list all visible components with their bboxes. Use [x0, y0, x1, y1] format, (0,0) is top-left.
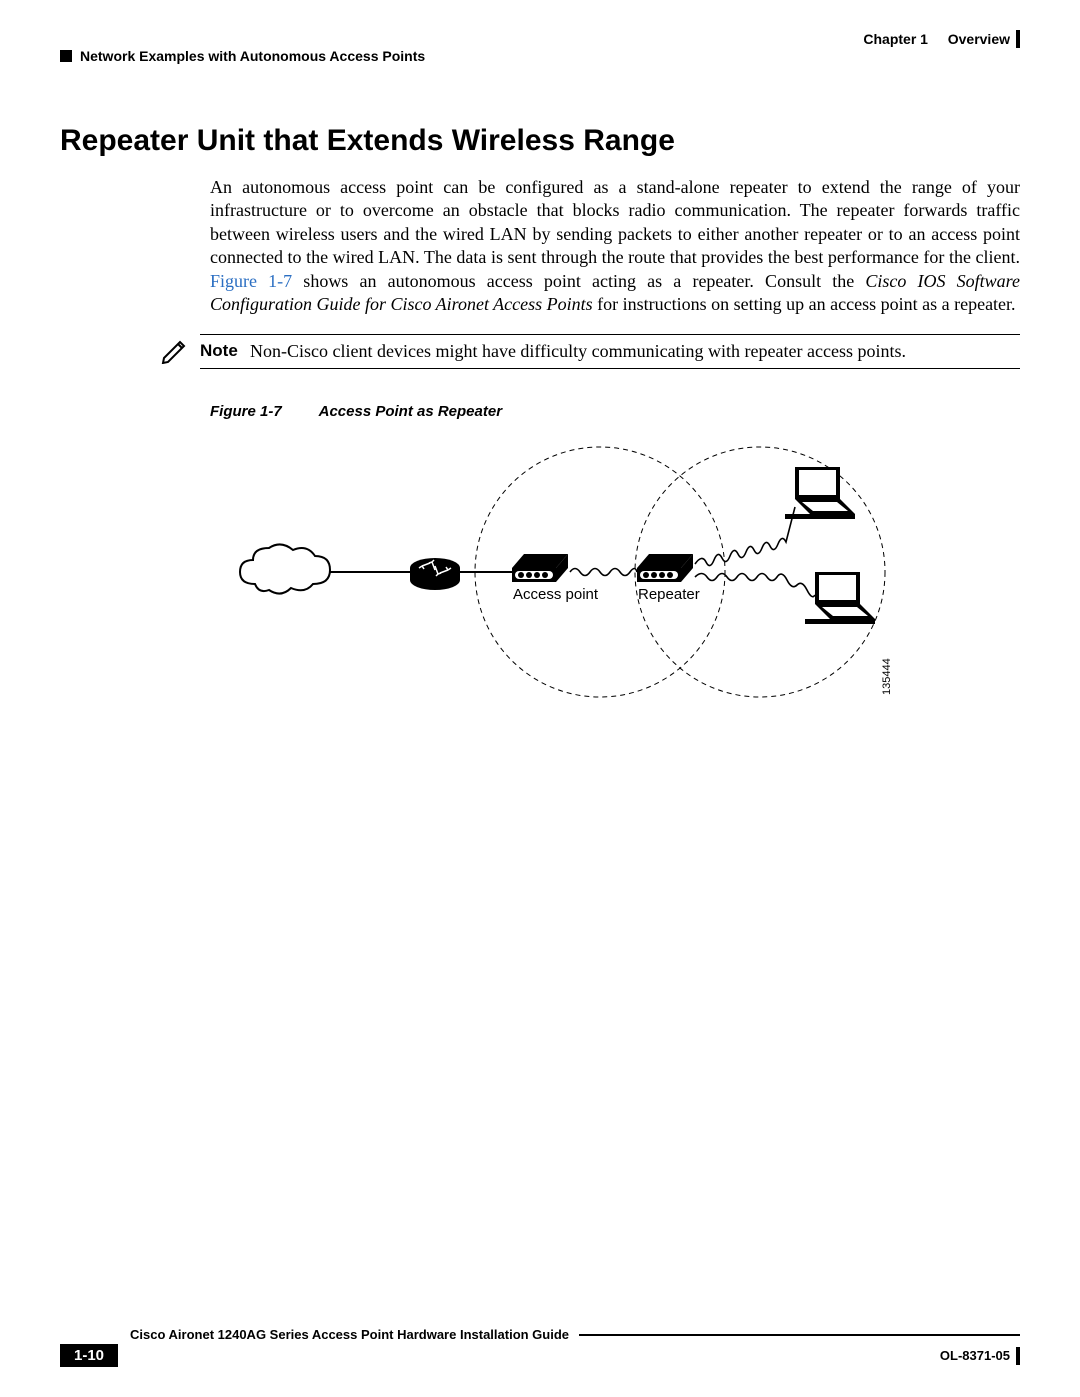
note-content: Note Non-Cisco client devices might have…	[200, 334, 1020, 369]
cloud-icon	[240, 545, 330, 594]
breadcrumb-text: Network Examples with Autonomous Access …	[80, 48, 425, 64]
laptop-icon-2	[805, 572, 875, 624]
header-bar-icon	[1016, 30, 1020, 48]
para-part3: for instructions on setting up an access…	[593, 294, 1016, 314]
section-title: Repeater Unit that Extends Wireless Rang…	[60, 124, 1020, 158]
note-text: Non-Cisco client devices might have diff…	[250, 341, 1020, 362]
footer-rule	[579, 1334, 1020, 1336]
footer-bar-icon	[1016, 1347, 1020, 1365]
label-repeater: Repeater	[638, 586, 700, 603]
breadcrumb: Network Examples with Autonomous Access …	[60, 48, 425, 64]
footer-doc-title: Cisco Aironet 1240AG Series Access Point…	[130, 1327, 569, 1342]
network-diagram: Access point Repeater 135444	[210, 432, 1020, 727]
chapter-title: Overview	[948, 31, 1010, 47]
diagram-svg: Access point Repeater 135444	[210, 432, 910, 722]
pencil-icon	[160, 334, 190, 369]
bullet-icon	[60, 50, 72, 62]
para-part1: An autonomous access point can be config…	[210, 177, 1020, 267]
link-repeater-laptop2	[695, 574, 815, 597]
footer-doc-code: OL-8371-05	[940, 1347, 1020, 1365]
figure-caption: Figure 1-7 Access Point as Repeater	[210, 403, 1020, 420]
laptop-icon-1	[785, 467, 855, 519]
figure-title: Access Point as Repeater	[319, 403, 502, 420]
chapter-number: Chapter 1	[863, 31, 928, 47]
chapter-label: Chapter 1 Overview	[863, 30, 1020, 48]
figure-link[interactable]: Figure 1-7	[210, 271, 292, 291]
link-ap-repeater	[570, 569, 637, 576]
note-label: Note	[200, 341, 250, 362]
router-icon	[410, 558, 460, 590]
para-part2: shows an autonomous access point acting …	[292, 271, 865, 291]
section-paragraph: An autonomous access point can be config…	[210, 176, 1020, 316]
document-page: Network Examples with Autonomous Access …	[0, 0, 1080, 1397]
page-number: 1-10	[60, 1344, 118, 1367]
label-access-point: Access point	[513, 586, 599, 603]
repeater-icon	[637, 554, 693, 582]
page-header: Network Examples with Autonomous Access …	[60, 30, 1020, 64]
figure-number: Figure 1-7	[210, 403, 315, 420]
link-repeater-laptop1	[695, 507, 795, 566]
note-block: Note Non-Cisco client devices might have…	[160, 334, 1020, 369]
access-point-icon	[512, 554, 568, 582]
diagram-id-tag: 135444	[881, 659, 893, 696]
page-footer: Cisco Aironet 1240AG Series Access Point…	[60, 1327, 1020, 1367]
